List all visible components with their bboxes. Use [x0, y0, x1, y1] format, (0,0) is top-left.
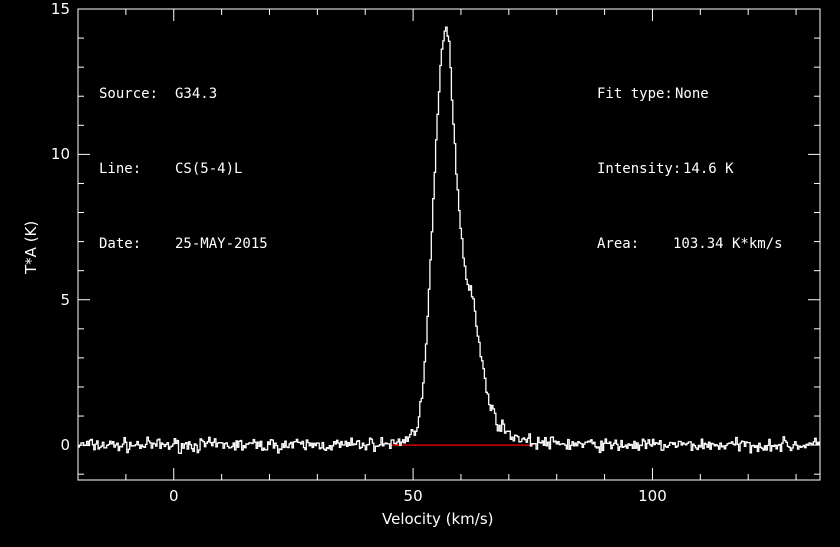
- area-value: 103.34 K*km/s: [673, 236, 783, 252]
- fit-type-label: Fit type:: [597, 86, 673, 102]
- header-left: Source: G34.3 Line: CS(5-4)L Date: 25-MAY-2…: [99, 32, 268, 282]
- x-tick-label: 50: [403, 487, 423, 505]
- spectrum-series-line: [78, 26, 821, 455]
- y-tick-label: 0: [60, 436, 70, 455]
- source-label: Source:: [99, 86, 159, 102]
- y-tick-label: 5: [60, 290, 70, 309]
- x-tick-label: 0: [168, 487, 179, 505]
- header-right: Fit type: None Intensity: 14.6 K Area: 103.…: [597, 32, 783, 282]
- intensity-label: Intensity:: [597, 161, 682, 177]
- fit-type-value: None: [675, 86, 709, 102]
- date-value: 25-MAY-2015: [175, 236, 268, 252]
- area-label: Area:: [597, 236, 640, 252]
- source-value: G34.3: [175, 86, 218, 102]
- x-tick-label: 100: [638, 487, 667, 505]
- date-label: Date:: [99, 236, 142, 252]
- x-axis-title: Velocity (km/s): [382, 510, 494, 528]
- y-axis-title: T*A (K): [22, 220, 40, 274]
- axis-ticks: [78, 8, 820, 480]
- plot-frame: [77, 8, 821, 481]
- y-tick-label: 15: [50, 0, 70, 18]
- line-value: CS(5-4)L: [175, 161, 243, 177]
- intensity-value: 14.6 K: [683, 161, 734, 177]
- y-tick-label: 10: [50, 145, 70, 164]
- line-label: Line:: [99, 161, 142, 177]
